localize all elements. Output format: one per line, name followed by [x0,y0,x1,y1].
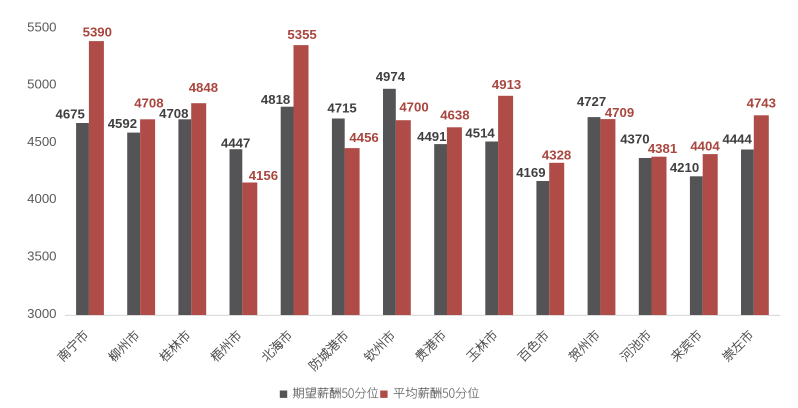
svg-text:4708: 4708 [159,106,188,121]
svg-text:4447: 4447 [221,136,250,151]
svg-text:4444: 4444 [723,132,753,147]
svg-text:4500: 4500 [27,134,56,149]
svg-text:4708: 4708 [134,95,163,110]
svg-text:4743: 4743 [747,96,776,111]
svg-text:4709: 4709 [605,105,634,120]
svg-text:4210: 4210 [670,160,699,175]
svg-text:4592: 4592 [108,116,137,131]
svg-text:4491: 4491 [417,129,446,144]
svg-text:5000: 5000 [27,77,56,92]
svg-text:4000: 4000 [27,191,56,206]
svg-text:4370: 4370 [620,132,649,147]
svg-text:4381: 4381 [648,141,677,156]
svg-text:4169: 4169 [516,165,545,180]
svg-text:4675: 4675 [56,106,85,121]
svg-text:4404: 4404 [690,138,720,153]
svg-text:5355: 5355 [287,27,316,42]
svg-text:4638: 4638 [440,107,469,122]
svg-text:3000: 3000 [27,306,56,321]
svg-text:4514: 4514 [465,125,495,140]
svg-text:4913: 4913 [492,77,521,92]
svg-text:4727: 4727 [577,94,606,109]
svg-text:4328: 4328 [542,147,571,162]
svg-text:3500: 3500 [27,249,56,264]
svg-text:4700: 4700 [399,99,428,114]
svg-text:5500: 5500 [27,19,56,34]
svg-text:4156: 4156 [249,168,278,183]
svg-text:4715: 4715 [327,101,356,116]
svg-text:5390: 5390 [83,24,112,39]
svg-text:4848: 4848 [189,80,218,95]
svg-text:4974: 4974 [376,69,406,84]
svg-text:4456: 4456 [349,130,378,145]
svg-text:4818: 4818 [261,92,290,107]
